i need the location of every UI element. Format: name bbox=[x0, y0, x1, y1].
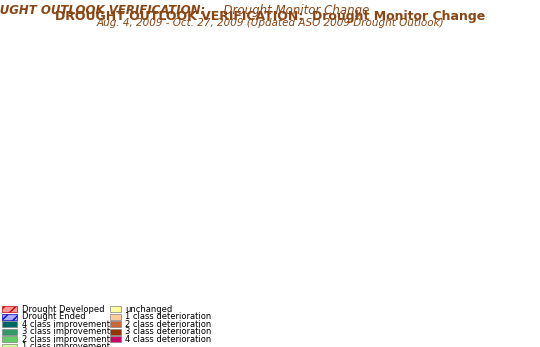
FancyBboxPatch shape bbox=[110, 329, 121, 335]
Text: 1 class deterioration: 1 class deterioration bbox=[125, 312, 211, 321]
FancyBboxPatch shape bbox=[110, 321, 121, 327]
Text: 1 class improvement: 1 class improvement bbox=[22, 342, 110, 347]
Text: 2 class deterioration: 2 class deterioration bbox=[125, 320, 211, 329]
FancyBboxPatch shape bbox=[3, 336, 17, 342]
FancyBboxPatch shape bbox=[110, 314, 121, 320]
FancyBboxPatch shape bbox=[3, 329, 17, 335]
Text: unchanged: unchanged bbox=[125, 305, 172, 314]
FancyBboxPatch shape bbox=[110, 306, 121, 312]
FancyBboxPatch shape bbox=[3, 321, 17, 327]
Text: 3 class improvement: 3 class improvement bbox=[22, 327, 110, 336]
Text: Aug. 4, 2009 - Oct. 27, 2009 (Updated ASO 2009 Drought Outlook): Aug. 4, 2009 - Oct. 27, 2009 (Updated AS… bbox=[96, 18, 444, 28]
FancyBboxPatch shape bbox=[3, 344, 17, 347]
FancyBboxPatch shape bbox=[3, 314, 17, 320]
Text: Drought Ended: Drought Ended bbox=[22, 312, 85, 321]
FancyBboxPatch shape bbox=[3, 306, 17, 312]
Text: Drought Developed: Drought Developed bbox=[22, 305, 104, 314]
Text: 4 class deterioration: 4 class deterioration bbox=[125, 335, 211, 344]
FancyBboxPatch shape bbox=[110, 336, 121, 342]
Text: DROUGHT OUTLOOK VERIFICATION:: DROUGHT OUTLOOK VERIFICATION: bbox=[0, 4, 205, 17]
Text: Drought Monitor Change: Drought Monitor Change bbox=[216, 4, 369, 17]
Text: 4 class improvement: 4 class improvement bbox=[22, 320, 110, 329]
Text: 2 class improvement: 2 class improvement bbox=[22, 335, 110, 344]
Text: DROUGHT OUTLOOK VERIFICATION:  Drought Monitor Change: DROUGHT OUTLOOK VERIFICATION: Drought Mo… bbox=[55, 10, 485, 23]
Text: 3 class deterioration: 3 class deterioration bbox=[125, 327, 211, 336]
